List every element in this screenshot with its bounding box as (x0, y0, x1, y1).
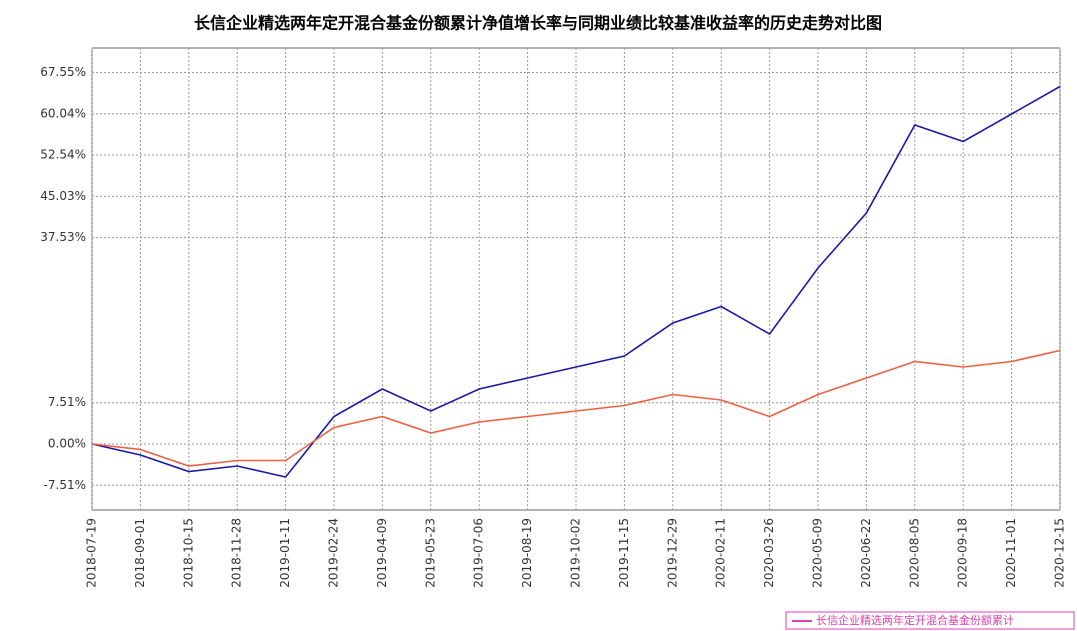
x-tick-label: 2018-09-01 (133, 518, 147, 588)
x-tick-label: 2020-11-01 (1004, 518, 1018, 588)
y-tick-label: 45.03% (40, 189, 86, 203)
x-tick-label: 2019-12-29 (665, 518, 679, 588)
x-tick-label: 2019-05-23 (423, 518, 437, 588)
y-tick-label: 60.04% (40, 106, 86, 120)
x-tick-label: 2019-07-06 (472, 518, 486, 588)
chart: 长信企业精选两年定开混合基金份额累计净值增长率与同期业绩比较基准收益率的历史走势… (0, 0, 1077, 631)
y-tick-label: -7.51% (44, 478, 86, 492)
y-tick-label: 7.51% (48, 395, 86, 409)
x-tick-label: 2018-10-15 (181, 518, 195, 588)
x-tick-label: 2018-07-19 (85, 518, 99, 588)
page: 长信企业精选两年定开混合基金份额累计净值增长率与同期业绩比较基准收益率的历史走势… (0, 0, 1077, 631)
y-tick-label: 67.55% (40, 65, 86, 79)
x-tick-label: 2020-06-22 (859, 518, 873, 588)
x-tick-label: 2019-10-02 (569, 518, 583, 588)
x-tick-label: 2019-11-15 (617, 518, 631, 588)
chart-title: 长信企业精选两年定开混合基金份额累计净值增长率与同期业绩比较基准收益率的历史走势… (194, 14, 882, 33)
x-tick-label: 2020-08-05 (907, 518, 921, 588)
x-tick-label: 2019-04-09 (375, 518, 389, 588)
x-tick-label: 2018-11-28 (230, 518, 244, 588)
legend-label: 长信企业精选两年定开混合基金份额累计 (816, 613, 1014, 627)
y-tick-label: 52.54% (40, 148, 86, 162)
x-tick-label: 2020-12-15 (1053, 518, 1067, 588)
x-tick-label: 2020-09-18 (956, 518, 970, 588)
x-tick-label: 2020-02-11 (714, 518, 728, 588)
x-tick-label: 2019-01-11 (278, 518, 292, 588)
x-tick-label: 2019-08-19 (520, 518, 534, 588)
x-tick-label: 2020-03-26 (762, 518, 776, 588)
x-tick-label: 2020-05-09 (811, 518, 825, 588)
y-tick-label: 37.53% (40, 230, 86, 244)
x-tick-label: 2019-02-24 (327, 518, 341, 588)
y-tick-label: 0.00% (48, 437, 86, 451)
